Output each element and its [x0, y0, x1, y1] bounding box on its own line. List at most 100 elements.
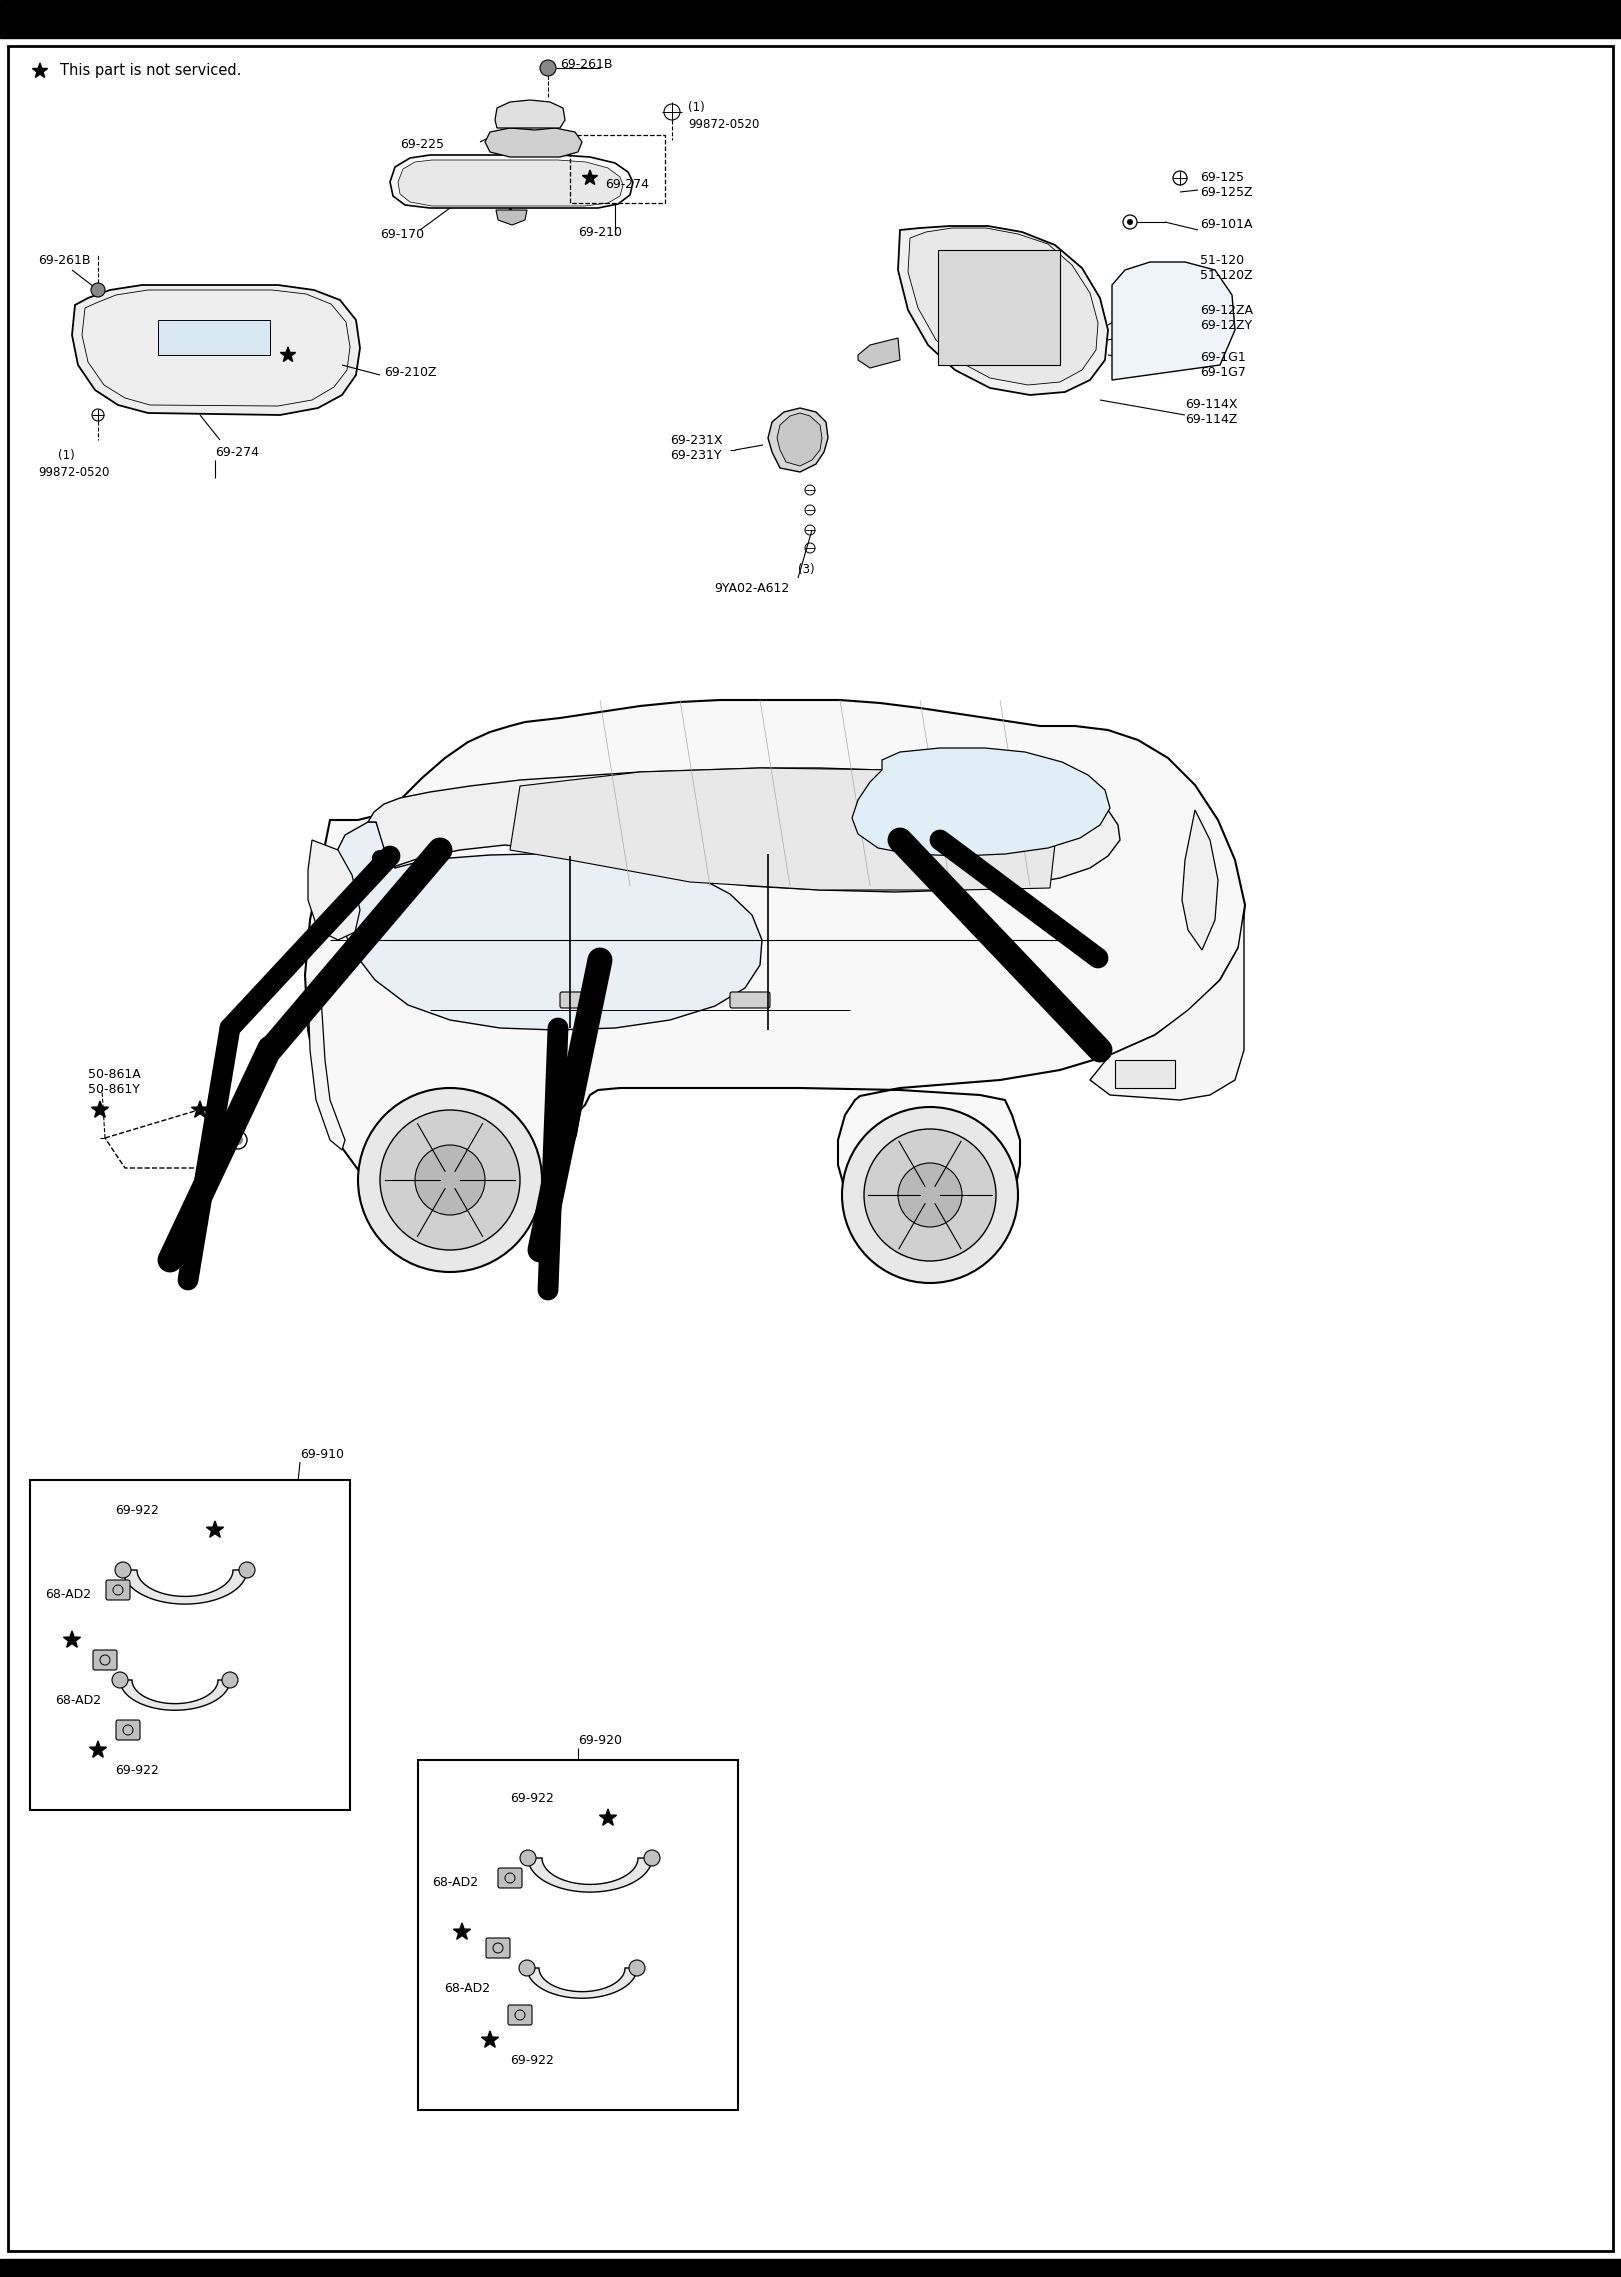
- Text: 69-274: 69-274: [216, 446, 259, 458]
- Polygon shape: [454, 1924, 470, 1940]
- Polygon shape: [853, 749, 1110, 856]
- Polygon shape: [1182, 811, 1217, 950]
- Text: 69-231X
69-231Y: 69-231X 69-231Y: [669, 435, 723, 462]
- Polygon shape: [399, 159, 622, 205]
- Polygon shape: [91, 1102, 109, 1118]
- FancyBboxPatch shape: [117, 1719, 139, 1740]
- Polygon shape: [496, 209, 527, 225]
- Circle shape: [358, 1088, 541, 1273]
- Circle shape: [540, 59, 556, 75]
- Text: 69-125
69-125Z: 69-125 69-125Z: [1200, 171, 1253, 198]
- Text: 69-114X
69-114Z: 69-114X 69-114Z: [1185, 398, 1237, 426]
- Polygon shape: [528, 1858, 652, 1892]
- Polygon shape: [32, 64, 47, 77]
- Polygon shape: [120, 1680, 230, 1710]
- Polygon shape: [582, 171, 598, 184]
- Circle shape: [864, 1129, 995, 1261]
- Text: 68-AD2: 68-AD2: [45, 1589, 91, 1601]
- Polygon shape: [776, 412, 822, 467]
- Text: (1): (1): [687, 102, 705, 114]
- Text: 50-861A
50-861Y: 50-861A 50-861Y: [88, 1068, 141, 1095]
- Text: 69-210Z: 69-210Z: [384, 367, 436, 380]
- Polygon shape: [939, 250, 1060, 364]
- Polygon shape: [898, 225, 1109, 394]
- Circle shape: [371, 849, 387, 865]
- Text: 69-101A: 69-101A: [1200, 219, 1253, 232]
- Circle shape: [379, 1109, 520, 1250]
- Text: 69-922: 69-922: [511, 1792, 554, 1803]
- Text: 68-AD2: 68-AD2: [444, 1981, 490, 1995]
- Text: 69-910: 69-910: [300, 1448, 344, 1462]
- Text: (1): (1): [58, 449, 75, 462]
- Text: 69-225: 69-225: [400, 139, 444, 153]
- Polygon shape: [71, 285, 360, 414]
- FancyBboxPatch shape: [507, 2006, 532, 2024]
- Polygon shape: [206, 1521, 224, 1537]
- Polygon shape: [123, 1571, 246, 1603]
- Text: 69-170: 69-170: [379, 228, 425, 241]
- Text: 69-922: 69-922: [115, 1503, 159, 1516]
- Polygon shape: [511, 767, 1060, 890]
- Polygon shape: [600, 1808, 616, 1826]
- Polygon shape: [481, 2031, 499, 2047]
- Text: 69-274: 69-274: [605, 178, 648, 191]
- Polygon shape: [391, 155, 632, 207]
- Circle shape: [415, 1145, 485, 1216]
- Polygon shape: [157, 321, 271, 355]
- Text: (3): (3): [798, 562, 815, 576]
- FancyBboxPatch shape: [559, 993, 600, 1009]
- FancyBboxPatch shape: [105, 1580, 130, 1601]
- FancyBboxPatch shape: [92, 1651, 117, 1669]
- Text: 69-261B: 69-261B: [37, 253, 91, 266]
- Circle shape: [238, 1562, 254, 1578]
- Polygon shape: [768, 408, 828, 471]
- Text: 69-210: 69-210: [579, 225, 622, 239]
- Polygon shape: [308, 840, 360, 940]
- Polygon shape: [89, 1742, 107, 1758]
- Polygon shape: [332, 822, 762, 1029]
- Circle shape: [629, 1960, 645, 1976]
- Circle shape: [222, 1671, 238, 1687]
- Bar: [0, 2259, 1621, 2277]
- Bar: [571, 134, 665, 203]
- Polygon shape: [63, 1630, 81, 1646]
- Circle shape: [520, 1849, 537, 1865]
- Bar: [0, 0, 1621, 39]
- Bar: [31, 1480, 350, 1810]
- Bar: [418, 1760, 738, 2111]
- Polygon shape: [280, 346, 295, 362]
- Text: 69-261B: 69-261B: [559, 59, 613, 71]
- Text: 99872-0520: 99872-0520: [687, 118, 759, 132]
- Text: 69-922: 69-922: [511, 2054, 554, 2068]
- Polygon shape: [527, 1967, 637, 1999]
- FancyBboxPatch shape: [498, 1867, 522, 1888]
- Circle shape: [112, 1671, 128, 1687]
- Circle shape: [233, 1134, 243, 1145]
- Polygon shape: [308, 979, 345, 1150]
- Circle shape: [898, 1164, 961, 1227]
- Circle shape: [91, 282, 105, 296]
- Polygon shape: [485, 128, 582, 157]
- Circle shape: [841, 1107, 1018, 1282]
- Circle shape: [644, 1849, 660, 1865]
- Text: 51-120
51-120Z: 51-120 51-120Z: [1200, 255, 1253, 282]
- Circle shape: [115, 1562, 131, 1578]
- Polygon shape: [1112, 262, 1235, 380]
- Text: 68-AD2: 68-AD2: [55, 1694, 101, 1705]
- Text: 69-1G1
69-1G7: 69-1G1 69-1G7: [1200, 351, 1247, 378]
- Text: 69-920: 69-920: [579, 1733, 622, 1746]
- Polygon shape: [305, 699, 1245, 1232]
- Polygon shape: [1089, 911, 1243, 1100]
- Polygon shape: [908, 228, 1097, 385]
- FancyBboxPatch shape: [729, 993, 770, 1009]
- Text: 99872-0520: 99872-0520: [37, 465, 109, 478]
- Polygon shape: [858, 337, 900, 369]
- Text: 69-12ZA
69-12ZY: 69-12ZA 69-12ZY: [1200, 305, 1253, 332]
- Circle shape: [519, 1960, 535, 1976]
- Text: 68-AD2: 68-AD2: [433, 1876, 478, 1888]
- Polygon shape: [494, 100, 566, 128]
- Polygon shape: [368, 767, 1120, 893]
- Text: 9YA02-A612: 9YA02-A612: [713, 581, 789, 594]
- Polygon shape: [191, 1102, 209, 1118]
- Circle shape: [1127, 219, 1133, 225]
